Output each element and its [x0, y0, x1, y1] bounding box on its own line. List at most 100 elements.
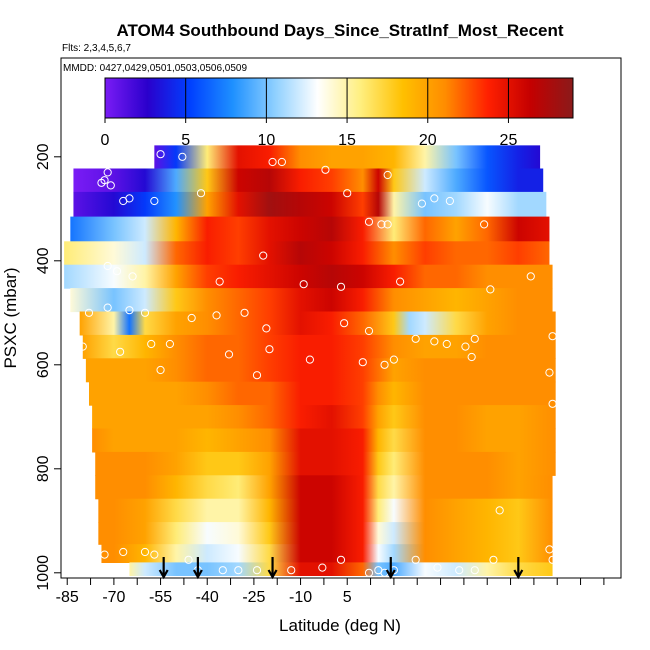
y-tick-label: 200	[35, 143, 52, 170]
flight-marker-arrow	[267, 557, 278, 580]
observation-point	[380, 360, 389, 369]
observation-point	[196, 189, 206, 198]
observation-point	[187, 313, 196, 323]
observation-point	[470, 566, 479, 575]
flight-markers-layer	[158, 557, 524, 580]
observation-point	[548, 555, 557, 564]
y-axis: 200 400 600 800 1000	[35, 143, 61, 591]
heatmap-band	[82, 334, 556, 359]
heatmap-band	[64, 264, 553, 289]
y-tick-label: 400	[35, 247, 52, 274]
dates-subtitle: MMDD: 0427,0429,0501,0503,0506,0509	[63, 63, 247, 74]
colorbar-tick-label: 5	[181, 132, 190, 149]
heatmap-band	[70, 216, 550, 242]
heatmap-band	[64, 241, 550, 266]
observation-point	[548, 399, 557, 408]
observation-point	[234, 566, 243, 575]
heatmap-band	[73, 168, 544, 193]
observation-point	[112, 267, 122, 276]
observation-point	[480, 220, 489, 229]
observation-point	[265, 345, 274, 354]
heatmap-band	[79, 311, 556, 336]
observation-point	[445, 196, 454, 206]
x-tick-label: -85	[56, 589, 79, 606]
observation-point	[78, 342, 87, 351]
observation-point	[305, 355, 314, 364]
observation-point	[433, 563, 442, 572]
heatmap-band	[89, 381, 556, 406]
colorbar-tick-label: 0	[101, 132, 110, 149]
observation-point	[140, 308, 150, 317]
observation-point	[218, 566, 227, 575]
heatmap-band	[95, 451, 556, 476]
observation-point	[262, 324, 271, 333]
heatmap-band	[98, 522, 553, 545]
x-tick-label: -55	[149, 589, 172, 606]
plot-frame	[60, 57, 622, 579]
x-axis-title: Latitude (deg N)	[279, 616, 401, 635]
colorbar-tick-label: 10	[257, 132, 275, 149]
observation-point	[150, 196, 159, 206]
observation-point	[470, 334, 479, 343]
observation-point	[489, 555, 498, 564]
observation-point	[336, 282, 346, 291]
observation-point	[178, 152, 187, 161]
flight-marker-arrow	[513, 557, 524, 580]
observation-point	[287, 566, 296, 575]
observation-point	[165, 339, 174, 349]
observation-point	[147, 339, 156, 349]
observation-point	[340, 319, 349, 328]
heatmap-band	[73, 191, 547, 218]
colorbar-ticks: 0 5 10 15 20 25	[101, 78, 517, 149]
observation-point	[336, 555, 346, 564]
observation-point	[128, 272, 137, 281]
observation-point	[396, 277, 405, 286]
chart-title: ATOM4 Southbound Days_Since_StratInf_Mos…	[116, 21, 563, 40]
observation-point	[383, 220, 392, 229]
observation-point	[548, 332, 557, 341]
observation-point	[184, 555, 193, 564]
observation-point	[212, 311, 221, 320]
observation-point	[430, 194, 439, 203]
flight-marker-arrow	[385, 557, 396, 580]
x-tick-label: 5	[343, 589, 352, 606]
observation-point	[411, 555, 420, 564]
flights-subtitle: Flts: 2,3,4,5,6,7	[62, 43, 131, 54]
observation-point	[364, 326, 374, 336]
heatmap-band	[129, 562, 553, 576]
observation-point	[119, 547, 128, 557]
observation-point	[125, 194, 134, 203]
observation-point	[321, 165, 330, 174]
flight-marker-arrow	[192, 557, 203, 580]
observation-point	[103, 303, 112, 312]
colorbar-tick-label: 15	[338, 132, 356, 149]
heatmap-band	[85, 358, 556, 383]
observation-point	[377, 220, 386, 229]
observation-point	[103, 168, 112, 177]
heatmap-band	[98, 498, 553, 523]
flight-marker-arrow	[158, 557, 169, 580]
observation-point	[100, 550, 109, 559]
observation-point	[461, 342, 470, 351]
observation-point	[343, 189, 352, 198]
y-tick-label: 800	[35, 455, 52, 482]
observation-point	[100, 176, 109, 185]
x-tick-label: -40	[196, 589, 219, 606]
observation-point	[116, 347, 125, 356]
y-tick-label: 600	[35, 351, 52, 378]
y-axis-title: PSXC (mbar)	[1, 267, 20, 368]
colorbar-gradient	[104, 77, 574, 119]
observation-point	[252, 371, 262, 380]
heatmap-band	[95, 475, 553, 500]
observation-point	[84, 308, 94, 317]
observation-point	[224, 350, 234, 359]
observation-point	[364, 217, 374, 226]
observation-point	[156, 150, 165, 159]
heatmap-band	[101, 544, 553, 563]
x-tick-label: -25	[242, 589, 265, 606]
observation-point	[364, 568, 374, 577]
observation-point	[495, 506, 504, 515]
heatmap-band	[70, 288, 553, 313]
colorbar: 0 5 10 15 20 25	[101, 77, 574, 149]
